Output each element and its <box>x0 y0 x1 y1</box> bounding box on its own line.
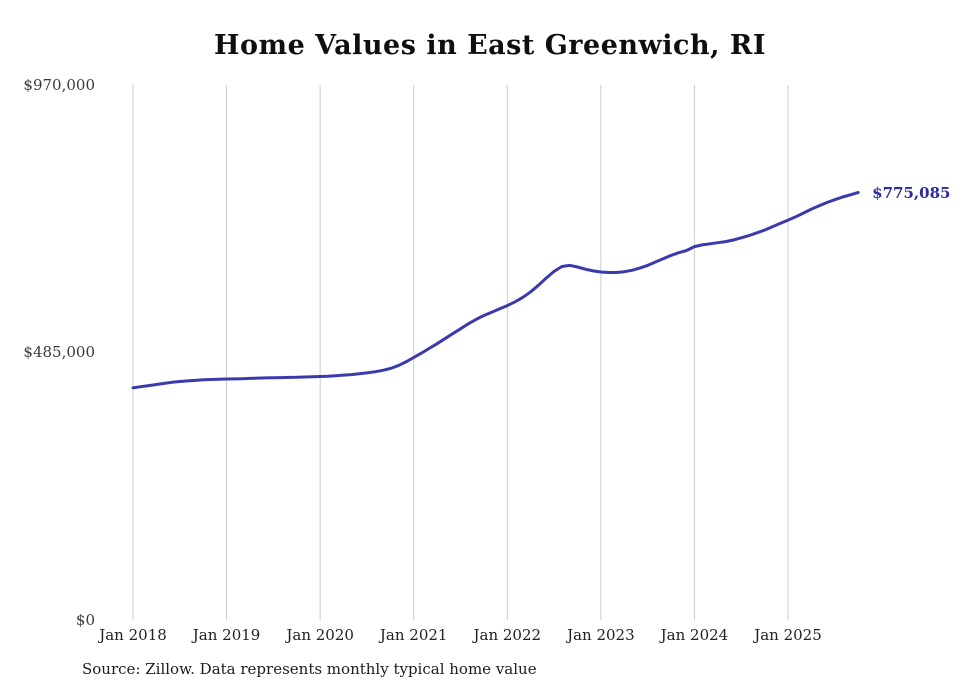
chart-title: Home Values in East Greenwich, RI <box>214 30 766 61</box>
x-axis-tick-jan-2018: Jan 2018 <box>99 626 167 644</box>
y-axis-tick-970000: $970,000 <box>23 76 95 94</box>
x-axis-tick-jan-2019: Jan 2019 <box>192 626 261 644</box>
x-axis-tick-jan-2020: Jan 2020 <box>286 626 354 644</box>
x-axis-tick-jan-2021: Jan 2021 <box>379 626 448 644</box>
x-axis-tick-jan-2023: Jan 2023 <box>567 626 635 644</box>
y-axis-tick-485000: $485,000 <box>23 343 95 361</box>
x-axis-tick-jan-2025: Jan 2025 <box>754 626 822 644</box>
latest-value-label: $775,085 <box>872 183 951 202</box>
x-axis-tick-jan-2024: Jan 2024 <box>660 626 729 644</box>
y-axis-tick-0: $0 <box>75 611 95 629</box>
x-axis-tick-jan-2022: Jan 2022 <box>473 626 542 644</box>
source-note: Source: Zillow. Data represents monthly … <box>82 660 537 678</box>
home-value-line <box>131 191 860 390</box>
